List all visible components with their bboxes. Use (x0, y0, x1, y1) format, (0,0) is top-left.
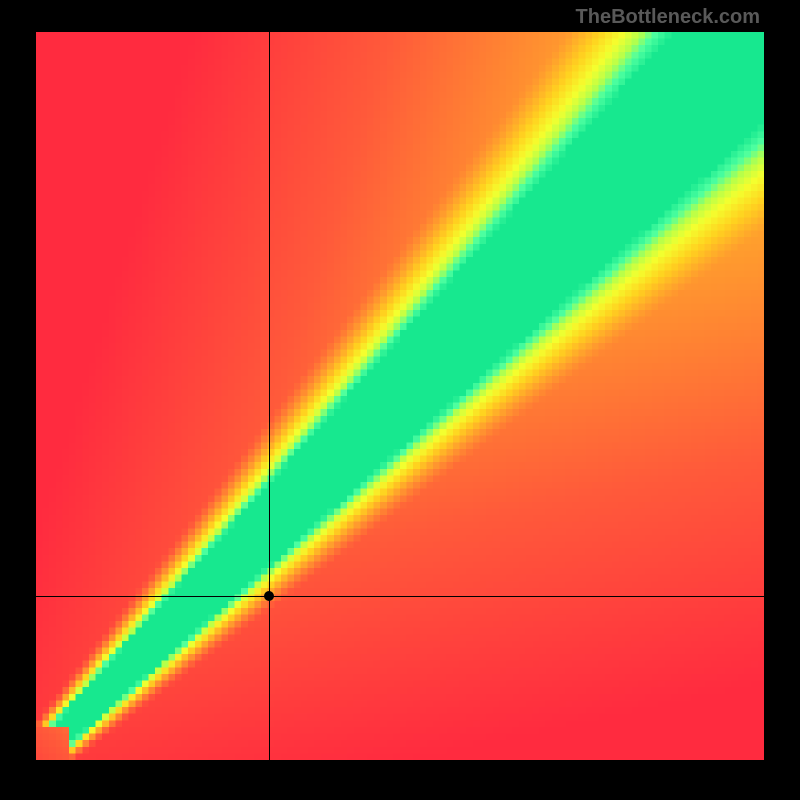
watermark-text: TheBottleneck.com (576, 6, 760, 29)
crosshair-horizontal (36, 596, 764, 597)
plot-area (36, 32, 764, 760)
heatmap-canvas (36, 32, 764, 760)
crosshair-marker (264, 591, 274, 601)
crosshair-vertical (269, 32, 270, 760)
figure-container: TheBottleneck.com (0, 0, 800, 800)
